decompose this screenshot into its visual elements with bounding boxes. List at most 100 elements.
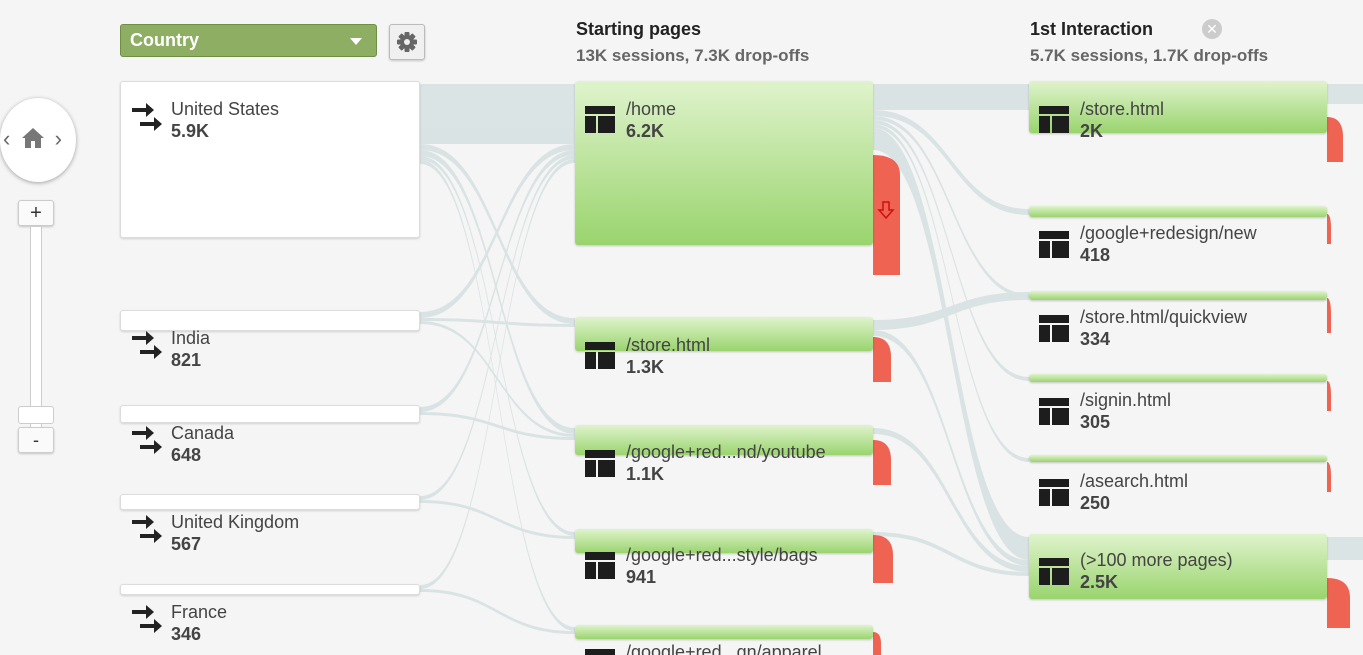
page-node-box[interactable] [575, 317, 873, 351]
pan-control[interactable]: ‹ › [0, 98, 76, 182]
country-name: France [171, 602, 228, 622]
starting-page-node[interactable]: /google+red...gn/apparel [575, 625, 873, 655]
interaction-page-node[interactable]: /store.html/quickview 334 [1029, 291, 1327, 351]
page-icon [585, 106, 615, 133]
page-node-box[interactable] [575, 625, 873, 639]
interaction-page-node[interactable]: /signin.html 305 [1029, 374, 1327, 434]
home-icon[interactable] [20, 126, 46, 155]
dropoff-bar[interactable] [873, 440, 891, 485]
flow-ribbon [420, 589, 575, 634]
flow-ribbon [873, 428, 1029, 572]
page-icon [1039, 231, 1069, 258]
flow-ribbon [420, 318, 575, 327]
country-node[interactable]: United Kingdom 567 [120, 494, 420, 554]
dropoff-bar[interactable] [873, 535, 893, 583]
pan-right-button[interactable]: › [54, 126, 62, 151]
country-node[interactable]: United States 5.9K [120, 81, 420, 238]
flow-ribbon [873, 292, 1029, 330]
page-icon [1039, 106, 1069, 133]
country-node-box[interactable] [120, 584, 420, 595]
page-name: /home [626, 99, 677, 119]
country-name: Canada [171, 423, 235, 443]
page-sessions: 2K [1080, 121, 1104, 141]
flow-ribbon [420, 412, 575, 440]
close-icon[interactable]: ✕ [1202, 19, 1222, 39]
dropoff-bar[interactable] [1327, 381, 1331, 411]
flow-ribbon [873, 128, 1029, 560]
interaction-page-node[interactable]: (>100 more pages) 2.5K [1029, 534, 1327, 599]
page-name: /google+redesign/new [1080, 223, 1257, 243]
column-summary-first-interaction: 5.7K sessions, 1.7K drop-offs [1030, 46, 1269, 65]
flow-ribbon [873, 116, 1029, 298]
flow-ribbon [873, 124, 1029, 462]
page-sessions: 305 [1080, 412, 1111, 432]
page-name: /google+red...style/bags [626, 545, 818, 565]
page-icon [1039, 398, 1069, 425]
page-node-box[interactable] [1029, 374, 1327, 382]
starting-page-node[interactable]: /store.html 1.3K [575, 317, 873, 377]
zoom-slider-track[interactable] [30, 226, 42, 428]
column-title-first-interaction: 1st Interaction [1030, 19, 1154, 39]
country-node-box[interactable] [120, 494, 420, 510]
country-node[interactable]: Canada 648 [120, 405, 420, 465]
dropoff-bar[interactable] [873, 337, 891, 382]
country-node[interactable]: France 346 [120, 584, 420, 644]
page-node-box[interactable] [1029, 534, 1327, 599]
page-node-box[interactable] [1029, 455, 1327, 462]
country-flow-icon [132, 605, 162, 633]
flow-ribbon [873, 84, 1029, 110]
flow-ribbon [873, 532, 1029, 576]
zoom-slider-handle[interactable] [18, 406, 54, 424]
page-node-box[interactable] [1029, 81, 1327, 133]
zoom-out-button[interactable]: - [18, 427, 54, 453]
country-node-box[interactable] [120, 81, 420, 238]
country-name: United States [171, 99, 280, 119]
page-node-box[interactable] [1029, 206, 1327, 217]
page-name: /store.html [1080, 99, 1165, 119]
settings-button[interactable] [389, 24, 425, 60]
country-flow-icon [132, 515, 162, 543]
country-node-box[interactable] [120, 405, 420, 423]
starting-page-node[interactable]: /home 6.2K [575, 81, 873, 245]
interaction-page-node[interactable]: /store.html 2K [1029, 81, 1327, 141]
page-sessions: 941 [626, 567, 657, 587]
pan-left-button[interactable]: ‹ [3, 126, 11, 151]
flow-ribbon [1327, 537, 1363, 560]
dimension-select[interactable]: Country [120, 24, 377, 57]
country-node-box[interactable] [120, 310, 420, 331]
page-sessions: 250 [1080, 493, 1111, 513]
country-node[interactable]: India 821 [120, 310, 420, 370]
page-sessions: 418 [1080, 245, 1111, 265]
page-node-box[interactable] [575, 529, 873, 553]
starting-page-node[interactable]: /google+red...style/bags 941 [575, 529, 873, 589]
zoom-in-button[interactable]: + [18, 200, 54, 226]
page-node-box[interactable] [1029, 291, 1327, 300]
interaction-page-node[interactable]: /google+redesign/new 418 [1029, 206, 1327, 266]
country-name: United Kingdom [171, 512, 300, 532]
page-icon [585, 649, 615, 655]
flow-ribbon [420, 160, 575, 631]
dropoff-bar[interactable] [873, 155, 900, 275]
page-sessions: 1.3K [626, 357, 665, 377]
starting-page-node[interactable]: /google+red...nd/youtube 1.1K [575, 425, 873, 485]
page-node-box[interactable] [575, 425, 873, 455]
dropoff-bar[interactable] [1327, 462, 1331, 492]
dropoff-bar[interactable] [1327, 578, 1350, 628]
flow-ribbon [873, 330, 1029, 566]
page-node-box[interactable] [575, 81, 873, 245]
dropoff-bar[interactable] [1327, 117, 1343, 162]
gear-icon [397, 32, 417, 52]
dropoff-bar[interactable] [1327, 214, 1331, 244]
dropoff-bar[interactable] [1327, 298, 1331, 333]
dropoff-arrow-icon [877, 201, 895, 220]
interaction-page-node[interactable]: /asearch.html 250 [1029, 455, 1327, 515]
page-name: /store.html [626, 335, 711, 355]
country-flow-icon [132, 103, 162, 131]
page-name: /store.html/quickview [1080, 307, 1248, 327]
country-flow-icon [132, 331, 162, 359]
page-sessions: 1.1K [626, 464, 665, 484]
country-sessions: 567 [171, 534, 202, 554]
dropoff-bar[interactable] [873, 632, 881, 655]
